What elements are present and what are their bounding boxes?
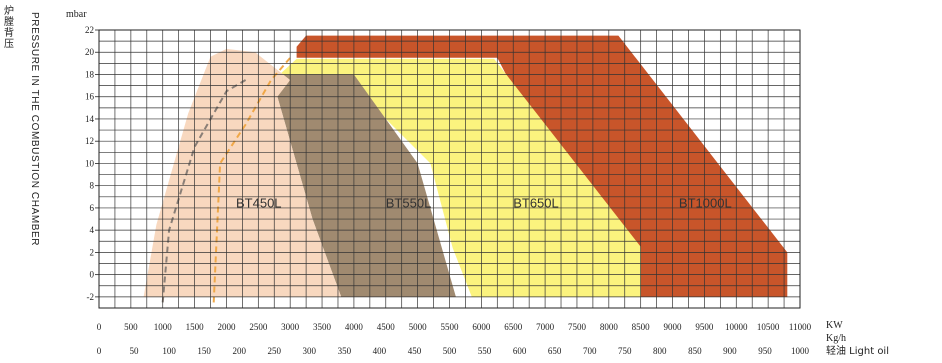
x-kw-tick-label: 11000: [789, 322, 812, 332]
x-kw-tick-label: 5000: [409, 322, 428, 332]
x-kw-tick-label: 10000: [725, 322, 748, 332]
y-tick-label: 18: [85, 69, 95, 79]
x-kw-tick-label: 5500: [441, 322, 460, 332]
plot-frame: [98, 29, 801, 309]
x-fuel-label: 轻油 Light oil: [826, 344, 889, 357]
x-kgh-tick-label: 250: [268, 346, 282, 356]
y-tick-label: 22: [85, 25, 94, 35]
x-kgh-unit: Kg/h: [826, 333, 846, 344]
series-label-bt450l: BT450L: [236, 195, 282, 210]
x-kgh-tick-label: 0: [97, 346, 102, 356]
x-kgh-tick-label: 400: [373, 346, 387, 356]
x-kw-tick-label: 3000: [281, 322, 300, 332]
x-kw-tick-label: 7500: [568, 322, 587, 332]
x-kw-tick-label: 9500: [695, 322, 714, 332]
x-kw-tick-label: 3500: [313, 322, 332, 332]
x-kgh-tick-label: 450: [408, 346, 422, 356]
y-tick-label: 10: [85, 158, 95, 168]
y-axis-title-cn: 炉膛背压: [4, 6, 14, 50]
x-kw-tick-label: 1000: [154, 322, 173, 332]
y-axis-title: PRESSURE IN THE COMBUSTION CHAMBER: [29, 12, 40, 247]
y-tick-label: 0: [90, 270, 95, 280]
x-kgh-tick-label: 300: [303, 346, 317, 356]
region-bt650l: [271, 58, 641, 297]
x-kgh-tick-label: 150: [197, 346, 211, 356]
y-tick-label: 2: [90, 247, 95, 257]
y-tick-label: 8: [90, 181, 95, 191]
y-axis-unit: mbar: [66, 9, 87, 20]
x-kgh-tick-label: 750: [618, 346, 632, 356]
series-label-bt650l: BT650L: [513, 195, 559, 210]
x-kw-tick-label: 1500: [186, 322, 205, 332]
x-kgh-tick-label: 600: [513, 346, 527, 356]
x-kgh-tick-label: 350: [338, 346, 352, 356]
x-kw-tick-label: 10500: [757, 322, 780, 332]
y-tick-label: 20: [85, 47, 95, 57]
y-tick-label: 6: [90, 203, 95, 213]
y-tick-label: 12: [85, 136, 94, 146]
series-label-bt550l: BT550L: [386, 195, 432, 210]
x-kw-tick-label: 2500: [249, 322, 268, 332]
x-kgh-tick-label: 650: [548, 346, 562, 356]
x-kgh-tick-label: 200: [232, 346, 246, 356]
x-kw-tick-label: 2000: [217, 322, 236, 332]
x-kgh-tick-label: 700: [583, 346, 597, 356]
x-kw-unit: KW: [826, 320, 843, 331]
x-kw-tick-label: 9000: [664, 322, 683, 332]
x-kgh-tick-label: 500: [443, 346, 457, 356]
x-kgh-tick-label: 50: [130, 346, 140, 356]
x-kw-tick-label: 8500: [632, 322, 651, 332]
y-tick-label: -2: [87, 292, 95, 302]
x-kw-tick-label: 8000: [600, 322, 619, 332]
y-tick-label: 4: [90, 225, 95, 235]
x-kgh-tick-label: 850: [688, 346, 702, 356]
x-kw-tick-label: 6000: [472, 322, 491, 332]
x-kgh-tick-label: 1000: [791, 346, 810, 356]
x-kw-tick-label: 6500: [504, 322, 523, 332]
dashed-limit-line-2: [212, 57, 291, 303]
x-kgh-tick-label: 950: [758, 346, 772, 356]
x-kw-tick-label: 500: [124, 322, 138, 332]
x-kgh-tick-label: 900: [723, 346, 737, 356]
series-label-bt1000l: BT1000L: [679, 195, 732, 210]
y-tick-label: 16: [85, 92, 95, 102]
x-kgh-tick-label: 100: [162, 346, 176, 356]
x-kgh-tick-label: 800: [653, 346, 667, 356]
x-kw-tick-label: 0: [97, 322, 102, 332]
x-kw-tick-label: 4500: [377, 322, 396, 332]
x-kw-tick-label: 4000: [345, 322, 364, 332]
dashed-limit-line-1: [161, 79, 247, 303]
x-kw-tick-label: 7000: [536, 322, 555, 332]
region-bt1000l: [296, 35, 788, 297]
y-tick-label: 14: [85, 114, 95, 124]
x-kgh-tick-label: 550: [478, 346, 492, 356]
